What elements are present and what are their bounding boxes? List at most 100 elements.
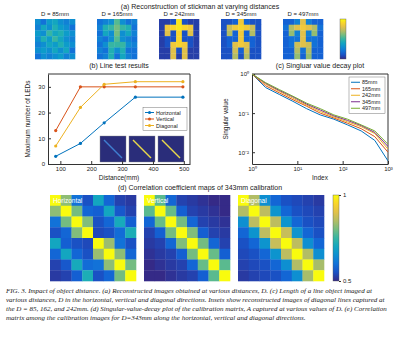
y-axis: 10⁻²10⁻¹10⁰ (238, 70, 255, 164)
cell (50, 217, 61, 228)
cell (219, 270, 230, 281)
cell (108, 48, 114, 54)
tick-label: 500 (179, 166, 190, 172)
cell (64, 53, 70, 59)
tick: 100 (56, 161, 67, 172)
title: (a) Reconstruction of stickman at varyin… (121, 3, 280, 11)
cell (238, 260, 249, 271)
legend-label: 242mm (362, 92, 381, 98)
tick: 1 (339, 192, 347, 198)
cell (35, 53, 41, 59)
cell (312, 25, 318, 31)
cell (188, 25, 194, 31)
cell (176, 227, 187, 238)
cell (93, 217, 104, 228)
cell (303, 217, 314, 228)
cell (115, 206, 126, 217)
cell (306, 48, 312, 54)
cell (292, 227, 303, 238)
cell (176, 30, 182, 36)
cell (313, 206, 324, 217)
frame (388, 74, 389, 164)
cell (97, 19, 103, 25)
cell (300, 19, 306, 25)
legend-swatch (351, 108, 360, 109)
cell (41, 53, 47, 59)
cell (125, 260, 136, 271)
cell (72, 270, 83, 281)
cell (64, 36, 70, 42)
y-axis-title: Maximum number of LEDs (24, 80, 31, 158)
legend-label: 85mm (362, 79, 378, 85)
cell (165, 25, 171, 31)
tick-mark (48, 138, 51, 139)
cell (35, 42, 41, 48)
cell (103, 42, 109, 48)
cell (292, 195, 303, 206)
marker (103, 83, 106, 86)
cell (104, 249, 115, 260)
cell (72, 217, 83, 228)
cell (260, 260, 271, 271)
cell (182, 48, 188, 54)
legend-label: 345mm (362, 99, 381, 105)
tick: 30 (38, 84, 51, 90)
tick-mark (60, 161, 61, 164)
tick-label: 10³ (384, 166, 393, 172)
cell (232, 53, 238, 59)
cell (97, 25, 103, 31)
legend-label: Diagonal (156, 123, 178, 129)
cell (244, 42, 250, 48)
cell (159, 19, 165, 25)
cell (114, 53, 120, 59)
cell (300, 48, 306, 54)
legend-marker (148, 124, 151, 127)
cell (176, 53, 182, 59)
series-line (252, 74, 388, 147)
cell (187, 195, 198, 206)
cell (238, 53, 244, 59)
cell (126, 30, 132, 36)
cell (155, 270, 166, 281)
cell (103, 19, 109, 25)
cell (64, 25, 70, 31)
cell (61, 270, 72, 281)
heatmap-panel (144, 195, 230, 281)
tick-label: 10² (339, 166, 348, 172)
cell (125, 227, 136, 238)
marker (181, 80, 184, 83)
cell (144, 238, 155, 249)
cell (58, 30, 64, 36)
cell (289, 36, 295, 42)
cell (104, 206, 115, 217)
cell (249, 270, 260, 281)
cell (120, 30, 126, 36)
cell (166, 227, 177, 238)
cell (159, 48, 165, 54)
cell (227, 25, 233, 31)
cell (61, 206, 72, 217)
cell (312, 30, 318, 36)
cell (294, 53, 300, 59)
heatmap-panel (221, 19, 261, 59)
cell (281, 270, 292, 281)
cell (176, 36, 182, 42)
cell (255, 25, 261, 31)
cell (50, 249, 61, 260)
cell (155, 249, 166, 260)
cell (61, 238, 72, 249)
cell (187, 217, 198, 228)
cell (317, 36, 323, 42)
tick-label: 20 (38, 110, 45, 116)
cell (159, 30, 165, 36)
marker (54, 155, 57, 158)
tick-mark (339, 281, 341, 282)
cell (46, 30, 52, 36)
cell (313, 217, 324, 228)
cell (250, 48, 256, 54)
cell (166, 249, 177, 260)
cell (166, 238, 177, 249)
cell (155, 238, 166, 249)
cell (219, 249, 230, 260)
cell (35, 19, 41, 25)
